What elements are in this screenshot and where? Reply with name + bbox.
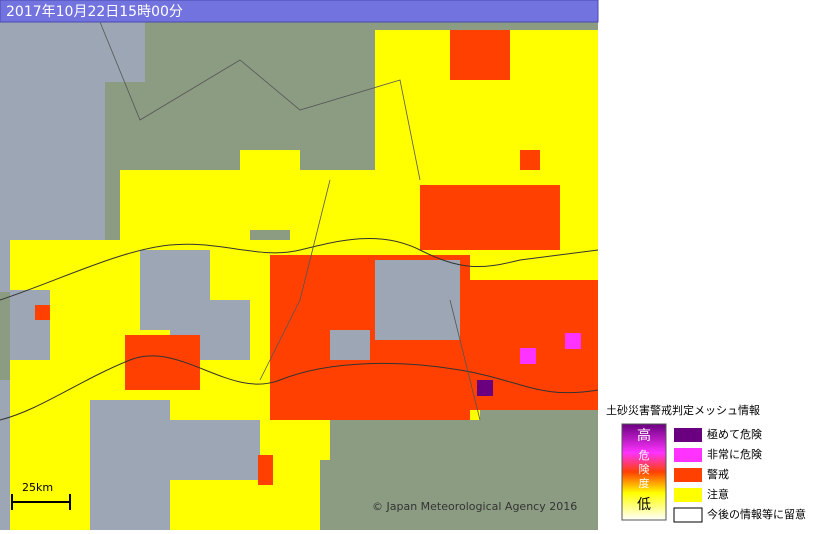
mesh-cell <box>480 410 598 530</box>
title: 2017年10月22日15時00分 <box>6 4 183 20</box>
mesh-cell <box>477 380 493 396</box>
mesh-cell <box>375 260 460 340</box>
mesh-cell <box>105 22 145 82</box>
mesh-cell <box>520 348 536 364</box>
legend-label: 警戒 <box>707 467 729 481</box>
legend-label: 注意 <box>707 487 729 501</box>
title-bar <box>0 0 599 23</box>
legend-swatch <box>674 448 702 462</box>
mesh-cell <box>10 290 50 360</box>
legend-swatch <box>674 488 702 502</box>
mesh-cell <box>120 170 250 250</box>
risk-bar <box>621 423 667 521</box>
mesh-cell <box>450 30 510 80</box>
legend-swatch <box>674 468 702 482</box>
risk-bar-label: 危 <box>639 449 650 462</box>
risk-bar-label: 険 <box>639 463 650 476</box>
mesh-cell <box>565 333 581 349</box>
mesh-cell <box>330 330 370 360</box>
mesh-cell <box>35 305 50 320</box>
boundary <box>99 21 481 421</box>
mesh <box>0 21 599 530</box>
mesh-cell <box>258 455 273 485</box>
risk-bar-label: 低 <box>637 497 651 513</box>
scale-label: 25km <box>22 481 53 494</box>
risk-bar-label: 高 <box>637 427 651 444</box>
mesh-cell <box>520 150 540 170</box>
legend-title: 土砂災害警戒判定メッシュ情報 <box>606 403 760 417</box>
mesh-cell <box>150 420 260 480</box>
legend-label: 今後の情報等に留意 <box>707 507 806 521</box>
mesh-cell <box>125 335 200 390</box>
copyright: © Japan Meteorological Agency 2016 <box>372 500 577 513</box>
mesh-cell <box>420 185 560 250</box>
legend-label: 極めて危険 <box>707 427 762 441</box>
risk-bar-label: 度 <box>639 476 650 490</box>
coastline <box>0 237 599 421</box>
mesh-cell <box>320 460 360 530</box>
legend-swatch <box>673 507 703 523</box>
legend-swatch <box>674 428 702 442</box>
mesh-cell <box>290 170 420 250</box>
legend-label: 非常に危険 <box>707 448 762 461</box>
